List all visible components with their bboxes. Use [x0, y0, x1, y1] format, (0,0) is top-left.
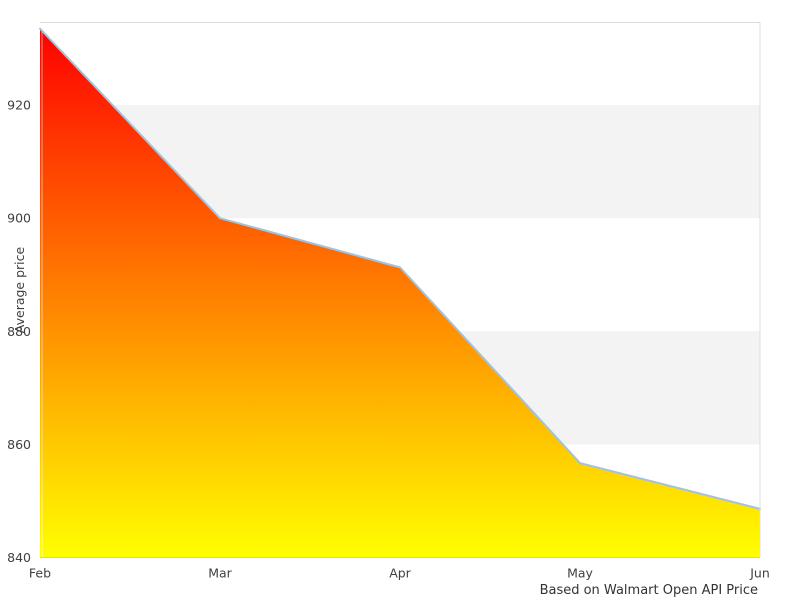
y-tick-label: 880 [7, 324, 31, 339]
price-area [40, 28, 760, 558]
y-tick-label: 900 [7, 211, 31, 226]
chart-caption: Based on Walmart Open API Price [540, 583, 758, 598]
y-tick-label: 920 [7, 98, 31, 113]
x-tick-label: Apr [389, 566, 411, 581]
x-tick-label: Jun [749, 566, 770, 581]
y-tick-label: 860 [7, 437, 31, 452]
price-line [39, 27, 761, 510]
x-tick-label: Feb [29, 566, 51, 581]
x-tick-label: Mar [208, 566, 232, 581]
x-tick-label: May [567, 566, 593, 581]
y-axis-title: Average price [12, 246, 27, 333]
y-tick-label: 840 [7, 550, 31, 565]
